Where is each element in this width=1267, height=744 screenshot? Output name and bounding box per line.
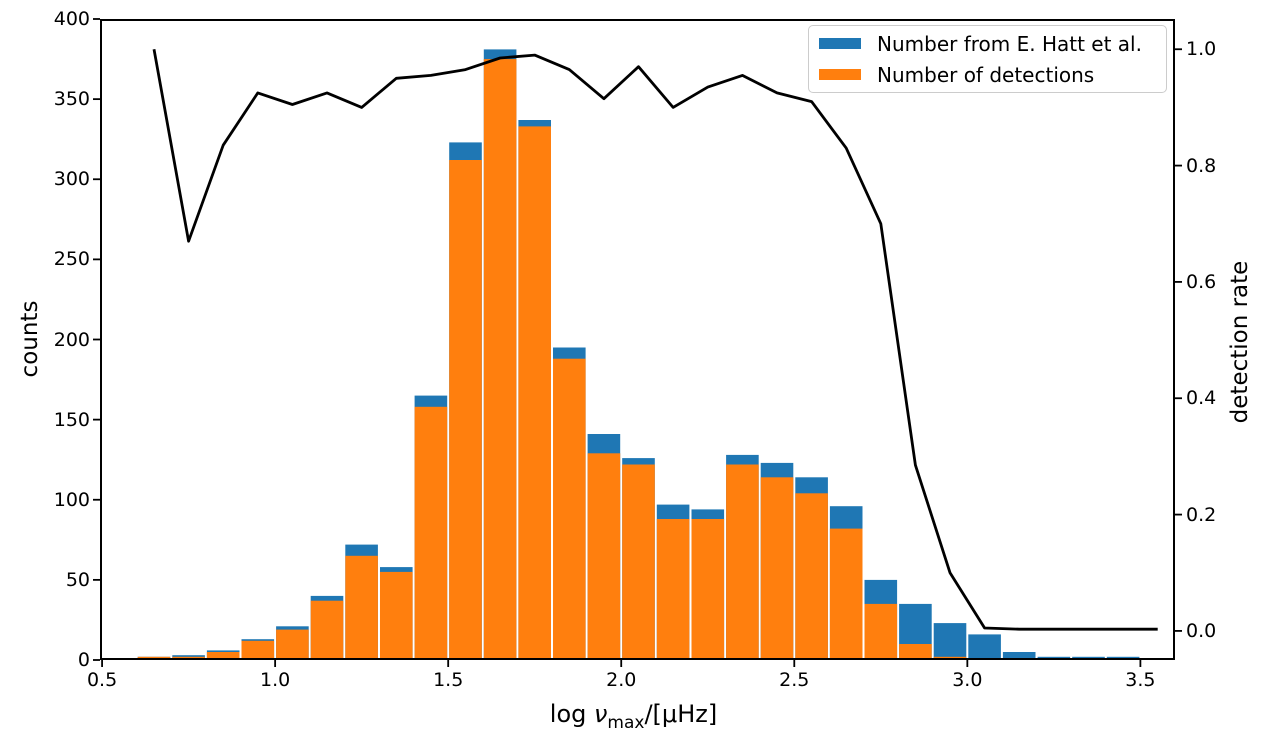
detections-bar [864, 603, 898, 659]
legend-swatch-blue [819, 38, 861, 49]
tick-label: 0.0 [1186, 619, 1217, 642]
hatt-bar [1106, 656, 1140, 659]
detections-bar [380, 571, 413, 659]
x-axis-label-nu-symbol: ν [594, 700, 608, 728]
detections-bar [553, 358, 586, 659]
hatt-bar [1037, 656, 1071, 659]
tick-label: 1.0 [1186, 38, 1217, 61]
tick-label: 50 [65, 568, 90, 591]
detections-bar [587, 453, 621, 659]
detections-bar [933, 656, 967, 659]
tick-label: 0.4 [1186, 387, 1217, 410]
tick-label: 0.2 [1186, 503, 1217, 526]
x-axis-label: log νmax/[μHz] [0, 700, 1267, 733]
detections-bar [691, 519, 725, 659]
tick-label: 100 [53, 488, 90, 511]
tick-label: 3.5 [1125, 669, 1156, 691]
detections-bar [449, 160, 482, 659]
detections-bar [899, 644, 932, 659]
tick-label: 150 [53, 408, 90, 431]
tick-label: 350 [53, 88, 90, 111]
detections-bar [276, 629, 309, 659]
detections-bar [310, 600, 344, 659]
legend: Number from E. Hatt et al. Number of det… [808, 25, 1167, 93]
tick-label: 300 [53, 168, 90, 191]
detections-bar [483, 59, 517, 660]
legend-item-hatt: Number from E. Hatt et al. [819, 32, 1156, 56]
tick-label: 0 [77, 649, 90, 671]
tick-label: 2.5 [779, 669, 810, 691]
tick-label: 0.8 [1186, 154, 1217, 177]
tick-label: 1.0 [260, 669, 291, 691]
x-axis-label-log: log [549, 700, 595, 728]
legend-label-hatt: Number from E. Hatt et al. [877, 31, 1142, 56]
hatt-bar [1002, 652, 1036, 659]
hatt-bar [1072, 656, 1105, 659]
detections-bar [172, 656, 205, 659]
legend-label-detections: Number of detections [877, 62, 1095, 87]
tick-label: 0.5 [86, 669, 118, 691]
axes-spines [100, 19, 1175, 660]
detections-bar [206, 652, 240, 659]
detections-bar [414, 406, 448, 659]
x-axis-label-subscript: max [607, 712, 645, 733]
detections-bar [760, 477, 794, 659]
detections-bar [795, 493, 828, 659]
tick-label: 3.0 [952, 669, 983, 691]
detections-bar [241, 640, 275, 659]
x-axis-label-units: /[μHz] [644, 700, 718, 728]
detections-bar [656, 519, 690, 659]
y-axis-label-left: counts [17, 300, 43, 378]
tick-label: 400 [53, 8, 90, 30]
tick-label: 200 [53, 328, 90, 351]
detection-rate-line [152, 48, 1158, 631]
detections-bar [345, 555, 378, 659]
detections-bar [829, 528, 863, 659]
legend-swatch-orange [819, 69, 861, 80]
tick-label: 1.5 [433, 669, 464, 691]
tick-label: 0.6 [1186, 270, 1217, 293]
legend-item-detections: Number of detections [819, 63, 1156, 87]
tick-label: 2.0 [606, 669, 637, 691]
tick-label: 250 [53, 248, 90, 271]
detections-bar [726, 464, 759, 659]
y-axis-label-right: detection rate [1227, 260, 1253, 424]
hatt-bar [968, 634, 1001, 659]
detections-bar [622, 464, 655, 659]
detections-bar [137, 656, 171, 659]
hatt-bar [933, 623, 967, 659]
detections-bar [518, 126, 551, 659]
